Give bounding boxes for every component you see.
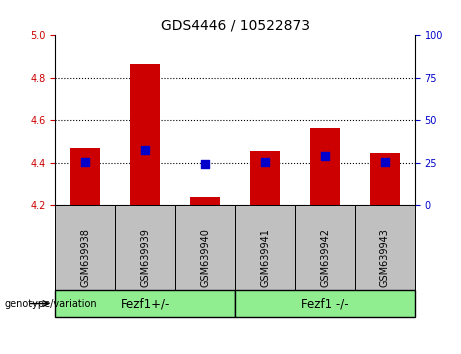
Bar [190,197,220,205]
Point [201,161,209,167]
Bar [70,148,100,205]
Bar [310,128,340,205]
Point [142,147,149,153]
Point [261,159,269,165]
Title: GDS4446 / 10522873: GDS4446 / 10522873 [160,19,310,33]
Text: Fezf1 -/-: Fezf1 -/- [301,297,349,310]
Text: GSM639939: GSM639939 [140,228,150,287]
Point [82,159,89,165]
Text: GSM639941: GSM639941 [260,228,270,287]
Bar [250,151,280,205]
Bar [130,64,160,205]
Text: GSM639940: GSM639940 [200,228,210,287]
Text: Fezf1+/-: Fezf1+/- [120,297,170,310]
Point [321,154,329,159]
Text: GSM639938: GSM639938 [80,228,90,287]
Bar [370,153,400,205]
Point [381,159,389,165]
Text: genotype/variation: genotype/variation [5,298,97,309]
Text: GSM639942: GSM639942 [320,228,330,287]
Text: GSM639943: GSM639943 [380,228,390,287]
